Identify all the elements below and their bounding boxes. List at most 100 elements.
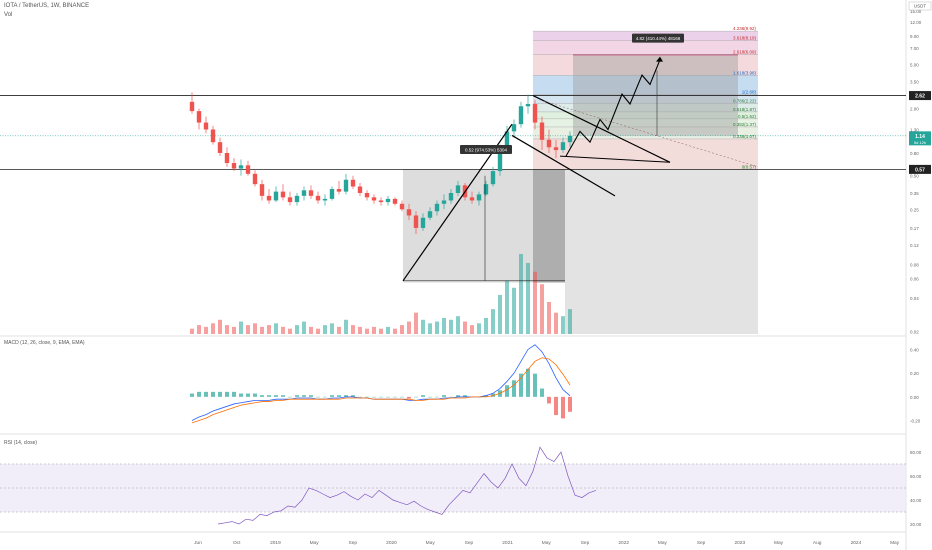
fib-band	[533, 40, 758, 55]
candle-body	[448, 192, 454, 201]
macd-histogram-bar	[393, 396, 397, 398]
macd-histogram-bar	[512, 380, 516, 397]
candle-body	[455, 185, 461, 193]
macd-histogram-bar	[211, 391, 215, 397]
macd-signal-line	[191, 357, 571, 424]
candle-body	[511, 124, 517, 132]
forecast-zigzag	[565, 59, 661, 157]
candle-body	[308, 190, 314, 196]
macd-histogram-bar	[288, 396, 292, 398]
volume-bar	[330, 323, 334, 334]
candle-body	[231, 163, 237, 169]
time-tick-label: 2019	[270, 540, 281, 546]
volume-bar	[323, 325, 327, 334]
macd-histogram-bar	[449, 396, 453, 398]
volume-bar	[400, 325, 404, 334]
candle-body	[364, 192, 370, 198]
fib-band	[533, 75, 758, 95]
candle-body	[329, 189, 335, 199]
fib-level-label: 0.236(1.07)	[733, 134, 757, 139]
price-tick-label: 12.00	[910, 20, 922, 25]
forecast-arrowhead	[656, 56, 663, 62]
volume-bar	[302, 321, 306, 334]
candle-body	[469, 197, 475, 201]
fib-level-label: 1.618(3.98)	[733, 70, 757, 75]
countdown-label: 5d 12h	[914, 140, 926, 145]
volume-bar	[365, 328, 369, 334]
macd-histogram-bar	[337, 395, 341, 397]
volume-bar	[407, 321, 411, 334]
fib-band	[533, 54, 758, 76]
volume-bar	[533, 271, 537, 334]
fib-band	[533, 138, 758, 170]
candle-body	[357, 186, 363, 193]
volume-bar	[274, 323, 278, 334]
volume-bar	[519, 254, 523, 334]
candle-body	[217, 142, 223, 153]
volume-bar	[281, 326, 285, 334]
time-tick-label: 2021	[502, 540, 513, 546]
macd-histogram-bar	[323, 396, 327, 398]
candle-body	[322, 198, 328, 201]
candle-body	[294, 195, 300, 203]
time-tick-label: 2024	[851, 540, 862, 546]
volume-bar	[239, 321, 243, 334]
volume-bar	[253, 323, 257, 334]
candle-body	[497, 150, 503, 172]
price-tick-label: 0.12	[910, 243, 919, 248]
rsi-tick-label: 20.00	[910, 522, 922, 527]
volume-bar	[211, 323, 215, 334]
candle-body	[203, 122, 209, 130]
volume-bar	[456, 316, 460, 334]
volume-bar	[197, 325, 201, 334]
candle-body	[546, 139, 552, 148]
volume-bar	[470, 325, 474, 334]
volume-bar	[351, 325, 355, 334]
price-tick-label: 0.02	[910, 330, 919, 335]
annotation-badge	[460, 145, 512, 155]
candle-body	[385, 198, 391, 203]
last-price-tag	[909, 131, 931, 146]
fib-level-label: 2.618(6.09)	[733, 50, 757, 55]
macd-histogram-bar	[365, 396, 369, 398]
macd-histogram-bar	[540, 388, 544, 397]
price-tick-label: 3.50	[910, 80, 919, 85]
time-tick-label: Sep	[697, 540, 706, 546]
price-tick-label: 7.00	[910, 46, 919, 51]
macd-histogram-bar	[435, 396, 439, 398]
candle-body	[399, 203, 405, 210]
volume-bar	[295, 325, 299, 334]
macd-tick-label: 0.40	[910, 347, 919, 352]
volume-bar	[344, 319, 348, 334]
macd-histogram-bar	[428, 396, 432, 398]
volume-bar	[435, 321, 439, 334]
volume-bar	[449, 319, 453, 334]
macd-histogram-bar	[309, 395, 313, 397]
macd-histogram-bar	[519, 373, 523, 397]
macd-histogram-bar	[316, 396, 320, 398]
macd-histogram-bar	[526, 368, 530, 397]
fib-band	[533, 111, 758, 119]
rsi-tick-label: 40.00	[910, 498, 922, 503]
macd-histogram-bar	[505, 385, 509, 397]
annotation-badge	[632, 33, 684, 43]
level-tag-label: 0.57	[915, 167, 925, 173]
macd-histogram-bar	[225, 391, 229, 397]
price-tick-label: 5.00	[910, 62, 919, 67]
macd-histogram-bar	[456, 395, 460, 397]
candle-body	[490, 171, 496, 185]
time-tick-label: Aug	[813, 540, 822, 546]
macd-histogram-bar	[218, 391, 222, 397]
candle-body	[301, 190, 307, 196]
time-tick-label: May	[658, 540, 668, 546]
candle-body	[273, 191, 279, 201]
fib-level-label: 0(0.57)	[742, 164, 757, 169]
candle-body	[560, 142, 566, 151]
macd-histogram-bar	[253, 393, 257, 397]
volume-bar	[393, 328, 397, 334]
macd-histogram-bar	[372, 396, 376, 398]
candle-body	[518, 106, 524, 125]
candle-body	[196, 111, 202, 123]
fib-band	[533, 94, 758, 104]
